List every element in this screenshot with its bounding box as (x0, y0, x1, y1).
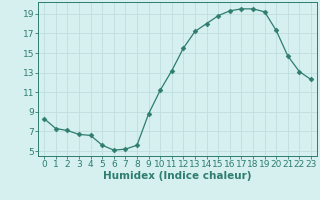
X-axis label: Humidex (Indice chaleur): Humidex (Indice chaleur) (103, 171, 252, 181)
